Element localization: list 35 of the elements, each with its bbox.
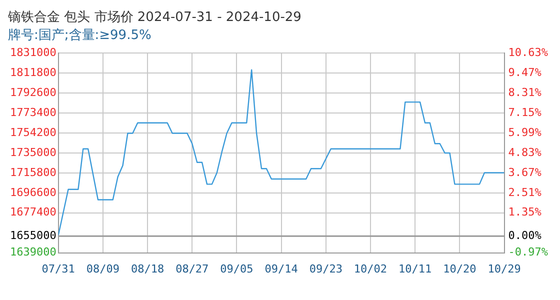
- x-tick-label: 09/14: [264, 262, 298, 276]
- y2-tick-label: 5.99%: [508, 126, 542, 139]
- y2-tick-label: 8.31%: [508, 86, 542, 99]
- y2-tick-label: 2.51%: [508, 186, 542, 199]
- y-tick-label: 1735000: [10, 146, 56, 159]
- x-tick-label: 08/09: [86, 262, 120, 276]
- y-tick-label: 1754200: [10, 126, 56, 139]
- x-tick-label: 07/31: [42, 262, 75, 276]
- y2-tick-label: 10.63%: [508, 46, 548, 60]
- y-tick-label: 1792600: [10, 86, 56, 99]
- y2-tick-label: 9.47%: [508, 66, 542, 80]
- y2-tick-label: -0.97%: [508, 246, 548, 259]
- y2-tick-label: 0.00%: [508, 228, 542, 242]
- chart-title: 镝铁合金 包头 市场价 2024-07-31 - 2024-10-29: [7, 10, 302, 26]
- y2-tick-label: 1.35%: [508, 206, 542, 219]
- y-tick-label: 1639000: [10, 246, 56, 259]
- x-tick-label: 08/27: [176, 262, 209, 276]
- y-tick-label: 1773400: [10, 106, 56, 119]
- y-tick-label: 1677400: [10, 206, 56, 219]
- y-tick-label: 1655000: [10, 229, 56, 242]
- y-tick-label: 1811800: [10, 66, 56, 80]
- y2-tick-label: 3.67%: [508, 166, 542, 179]
- x-tick-label: 10/02: [354, 262, 388, 276]
- y-tick-label: 1715800: [10, 166, 56, 179]
- y-tick-label: 1831000: [10, 46, 56, 60]
- x-tick-label: 10/20: [443, 262, 476, 276]
- x-tick-label: 08/18: [130, 262, 164, 276]
- x-tick-label: 10/11: [398, 262, 432, 276]
- x-tick-label: 10/29: [488, 262, 521, 276]
- y2-tick-label: 4.83%: [508, 146, 542, 159]
- y2-tick-label: 7.15%: [508, 106, 542, 119]
- y-tick-label: 1696600: [10, 186, 56, 199]
- chart-subtitle: 牌号:国产;含量:≥99.5%: [8, 28, 152, 43]
- x-tick-label: 09/05: [220, 262, 254, 276]
- x-tick-label: 09/23: [309, 262, 342, 276]
